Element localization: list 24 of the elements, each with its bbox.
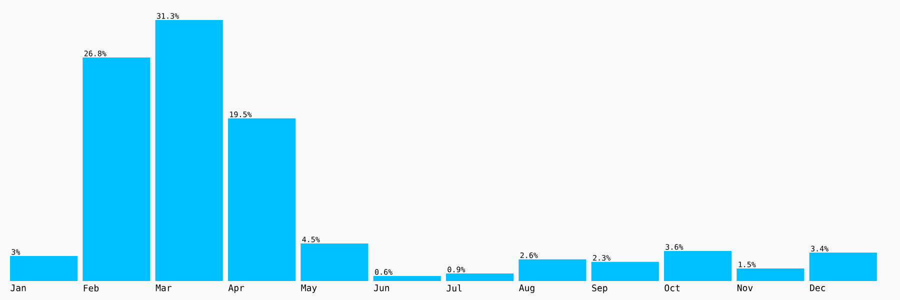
bar (446, 273, 514, 281)
bar (228, 118, 296, 281)
bar (300, 243, 368, 281)
bar (736, 268, 804, 281)
x-tick-label: Oct (664, 284, 680, 292)
x-tick-label: May (301, 284, 317, 293)
bar (591, 262, 659, 281)
x-tick-label: Apr (228, 284, 244, 293)
bar (82, 58, 150, 281)
x-tick-label: Aug (519, 284, 534, 294)
x-tick-label: Jan (10, 284, 26, 292)
bar (809, 252, 877, 281)
x-tick-label: Sep (592, 284, 608, 294)
x-tick-label: Jun (374, 284, 389, 292)
bar (664, 250, 732, 281)
x-tick-label: Jul (446, 284, 462, 292)
x-tick-label: Dec (810, 284, 826, 292)
x-tick-label: Nov (737, 284, 753, 292)
x-tick-label: Feb (84, 284, 99, 292)
bar (518, 259, 586, 281)
bar (10, 256, 78, 281)
x-tick-label: Mar (156, 284, 172, 292)
bar (155, 20, 223, 281)
bar (373, 276, 441, 281)
